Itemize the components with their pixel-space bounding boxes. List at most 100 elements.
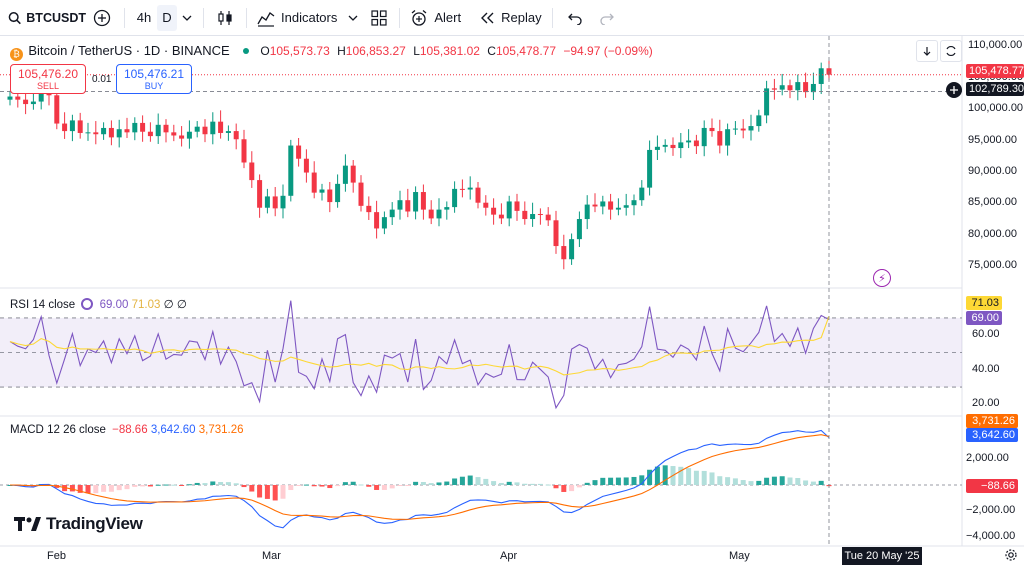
candle-body (545, 214, 551, 221)
macd-histogram-bar (327, 485, 333, 489)
tradingview-logo[interactable]: TradingView (14, 514, 143, 534)
candle-body (530, 214, 536, 220)
candle-body (701, 127, 707, 147)
auto-scale-button[interactable] (940, 40, 962, 62)
price-axis-label: 100,000.00 (968, 102, 1024, 115)
symbol-search[interactable]: BTCUSDT (0, 0, 86, 36)
candle-body (218, 121, 224, 133)
alert-button[interactable]: Alert (406, 0, 465, 36)
macd-histogram-bar (654, 466, 660, 485)
arrow-down-icon (923, 47, 931, 56)
macd-histogram-bar (311, 485, 317, 487)
rsi-value: 69.00 (99, 299, 129, 311)
macd-histogram-bar (163, 484, 169, 486)
lightning-icon[interactable]: ⚡ (873, 269, 891, 287)
candle-body (592, 204, 598, 207)
macd-histogram-bar (124, 485, 130, 490)
layout-button[interactable] (365, 0, 393, 36)
candle-body (163, 124, 169, 133)
macd-histogram-bar (522, 483, 528, 485)
macd-histogram-bar (444, 481, 450, 485)
scroll-to-latest-button[interactable] (916, 40, 938, 62)
chevron-down-icon (348, 15, 358, 21)
rsi-line (9, 300, 830, 410)
rsi-ma-line (9, 315, 830, 376)
redo-button[interactable] (591, 0, 623, 36)
rsi-settings-icon[interactable] (81, 298, 94, 310)
macd-histogram-bar (491, 481, 497, 485)
macd-histogram-bar (397, 485, 403, 486)
candle-body (514, 201, 520, 211)
candles-layer (7, 60, 832, 270)
macd-histogram-bar (764, 477, 770, 485)
change-value: −94.97 (−0.09%) (563, 44, 653, 58)
macd-signal-badge: 3,731.26 (966, 414, 1018, 428)
candle-body (116, 129, 122, 138)
macd-histogram-bar (405, 485, 411, 486)
macd-histogram-bar (709, 472, 715, 485)
macd-histogram-bar (272, 485, 278, 501)
macd-histogram-bar (93, 485, 99, 494)
candle-body (420, 192, 426, 210)
candle-body (654, 146, 660, 150)
candle-body (740, 128, 746, 131)
undo-button[interactable] (559, 0, 591, 36)
high-value: 106,853.27 (345, 44, 406, 58)
divider (124, 7, 125, 28)
interval-d[interactable]: D (157, 4, 177, 31)
candle-body (764, 88, 770, 116)
candle-body (202, 126, 208, 135)
crosshair-add-button[interactable] (946, 82, 962, 98)
macd-histogram-bar (818, 480, 824, 485)
macd-histogram-bar (498, 482, 504, 485)
candle-body (639, 187, 645, 201)
macd-histogram-bar (678, 466, 684, 485)
chart-type-button[interactable] (210, 0, 240, 36)
macd-signal-value: 3,731.26 (198, 424, 244, 436)
plus-circle-icon (93, 9, 111, 26)
interval-dropdown[interactable] (177, 0, 197, 36)
rsi-params: 14 close (32, 299, 76, 311)
indicators-dropdown[interactable] (341, 0, 365, 36)
gear-icon (1005, 549, 1017, 561)
market-open-dot (243, 48, 250, 54)
macd-histogram-bar (257, 485, 263, 498)
macd-axis-label: −2,000.00 (966, 504, 1016, 516)
replay-button[interactable]: Replay (475, 0, 545, 36)
candle-body (241, 139, 247, 163)
time-axis-label: Feb (47, 550, 66, 562)
macd-histogram-bar (381, 485, 387, 490)
divider (551, 7, 553, 28)
candle-body (194, 126, 200, 132)
indicators-button[interactable]: Indicators (253, 0, 341, 36)
candle-body (732, 128, 738, 130)
candle-body (15, 96, 21, 100)
buy-button[interactable]: 105,476.21 BUY (116, 64, 192, 94)
macd-histogram-bar (132, 485, 138, 487)
macd-histogram-bar (725, 477, 731, 485)
candle-body (631, 200, 637, 206)
chart-area[interactable]: ₿ Bitcoin / TetherUS · 1D · BINANCE O105… (0, 36, 1024, 565)
candle-body (272, 196, 278, 209)
time-axis-settings-button[interactable] (1004, 548, 1018, 567)
macd-histogram-bar (225, 482, 231, 485)
candle-body (155, 124, 161, 137)
sell-button[interactable]: 105,476.20 SELL (10, 64, 86, 94)
interval-4h[interactable]: 4h (131, 0, 157, 36)
macd-histogram-bar (280, 485, 286, 499)
price-axis-label: 80,000.00 (968, 227, 1017, 240)
macd-params: 12 26 close (47, 424, 106, 436)
compare-button[interactable] (86, 0, 118, 36)
interval-4h-label: 4h (136, 10, 152, 25)
macd-histogram-bar (756, 480, 762, 485)
candle-body (553, 220, 559, 247)
macd-histogram-bar (545, 484, 551, 486)
candle-body (93, 132, 99, 135)
candle-body (140, 122, 146, 132)
chart-canvas[interactable] (0, 36, 1024, 565)
price-axis-label: 85,000.00 (968, 196, 1017, 209)
candle-body (537, 214, 543, 216)
macd-label: MACD (10, 424, 44, 436)
macd-histogram-bar (795, 478, 801, 485)
candle-body (288, 145, 294, 196)
